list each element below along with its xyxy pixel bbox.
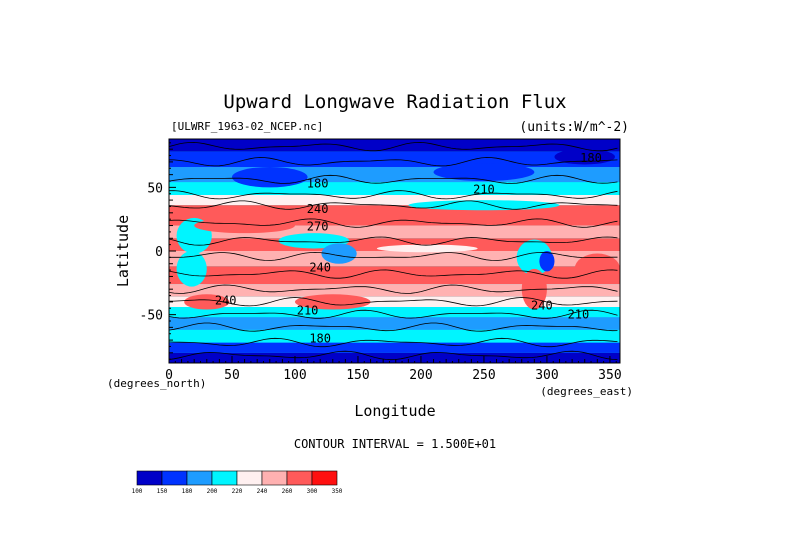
y-unit-label: (degrees_north) xyxy=(107,377,206,390)
y-tick-label: 0 xyxy=(155,245,163,260)
contour-line xyxy=(169,284,618,294)
flux-patch xyxy=(184,294,230,310)
contour-line xyxy=(169,297,618,307)
colorbar-swatch xyxy=(186,470,213,486)
flux-band xyxy=(169,296,620,307)
contour-label: 240 xyxy=(309,260,331,274)
flux-band xyxy=(169,195,620,206)
units-label: (units:W/m^-2) xyxy=(519,120,629,135)
colorbar-level-label: 300 xyxy=(307,488,318,495)
colorbar-level-label: 200 xyxy=(207,488,218,495)
colorbar-swatch xyxy=(136,470,163,486)
contour-line xyxy=(169,251,618,261)
colorbar-level-label: 100 xyxy=(132,488,143,495)
contour-line xyxy=(169,322,618,332)
x-axis-ticks: 0 50 100 150 200 250 300 350 xyxy=(165,356,622,383)
flux-patch xyxy=(376,244,478,253)
flux-band xyxy=(169,266,620,285)
x-tick-label: 100 xyxy=(283,368,306,383)
x-tick-label: 50 xyxy=(224,368,240,383)
plot-area: 180 210 240 270 240 240 210 210 240 180 180 xyxy=(169,139,620,363)
y-axis-ticks: 50 0 -50 xyxy=(140,142,176,360)
flux-band xyxy=(169,251,620,267)
colorbar-swatch xyxy=(211,470,238,486)
flux-patch xyxy=(408,200,560,211)
flux-band xyxy=(169,139,620,152)
contour-line xyxy=(169,350,618,361)
contour-label: 240 xyxy=(215,293,237,307)
colorbar-swatch xyxy=(161,470,188,486)
colorbar-level-label: 220 xyxy=(232,488,243,495)
contour-line xyxy=(169,174,618,184)
contour-label: 180 xyxy=(307,176,329,190)
flux-band xyxy=(169,284,620,297)
colorbar-level-label: 180 xyxy=(182,488,193,495)
x-tick-label: 300 xyxy=(535,368,558,383)
flux-patch xyxy=(574,253,620,285)
contour-label: 180 xyxy=(580,151,602,165)
x-tick-label: 250 xyxy=(472,368,495,383)
flux-band xyxy=(169,182,620,195)
contour-label: 240 xyxy=(307,202,329,216)
colorbar: 100 150 180 200 220 240 260 300 350 xyxy=(132,470,343,495)
x-tick-label: 150 xyxy=(346,368,369,383)
contour-label: 210 xyxy=(568,307,590,321)
contour-label: 270 xyxy=(307,220,329,234)
flux-band xyxy=(169,352,620,363)
flux-patch xyxy=(231,167,308,188)
chart-title: Upward Longwave Radiation Flux xyxy=(223,91,566,113)
contour-line xyxy=(169,190,618,200)
flux-patch xyxy=(194,217,295,234)
x-axis-label: Longitude xyxy=(354,402,435,420)
x-tick-label: 0 xyxy=(165,368,173,383)
colorbar-swatch xyxy=(261,470,288,486)
colorbar-level-label: 350 xyxy=(332,488,343,495)
colorbar-level-label: 240 xyxy=(257,488,268,495)
contour-line xyxy=(169,337,618,348)
flux-band xyxy=(169,342,620,353)
contour-line xyxy=(169,200,618,210)
y-axis-label: Latitude xyxy=(114,215,132,287)
contour-label: 180 xyxy=(309,332,331,346)
x-tick-label: 350 xyxy=(598,368,621,383)
flux-band xyxy=(169,317,620,330)
x-tick-label: 200 xyxy=(409,368,432,383)
flux-patch xyxy=(539,251,555,272)
flux-patch xyxy=(433,163,535,181)
colorbar-swatch xyxy=(236,470,263,486)
contour-line xyxy=(169,269,618,279)
flux-band xyxy=(169,151,620,167)
y-tick-label: -50 xyxy=(140,309,163,324)
flux-patch xyxy=(176,251,207,287)
x-unit-label: (degrees_east) xyxy=(540,385,633,398)
flux-patch xyxy=(294,294,371,310)
contour-line xyxy=(169,157,618,167)
contour-label: 240 xyxy=(531,299,553,313)
flux-patch xyxy=(321,243,357,264)
flux-band xyxy=(169,329,620,343)
y-tick-label: 50 xyxy=(147,181,163,196)
contour-line xyxy=(169,236,618,246)
contour-line xyxy=(169,218,618,228)
colorbar-level-label: 260 xyxy=(282,488,293,495)
colorbar-swatch xyxy=(286,470,313,486)
contour-lines xyxy=(169,141,618,361)
colorbar-swatch xyxy=(311,470,338,486)
contour-label: 210 xyxy=(297,304,319,318)
contour-line xyxy=(169,141,618,152)
file-label: [ULWRF_1963-02_NCEP.nc] xyxy=(171,120,323,133)
colorbar-level-label: 150 xyxy=(157,488,168,495)
contour-label: 210 xyxy=(473,183,495,197)
contour-line xyxy=(169,309,618,319)
contour-interval: CONTOUR INTERVAL = 1.500E+01 xyxy=(294,437,496,451)
contour-labels: 180 210 240 270 240 240 210 210 240 180 180 xyxy=(215,151,602,346)
flux-band xyxy=(169,307,620,318)
